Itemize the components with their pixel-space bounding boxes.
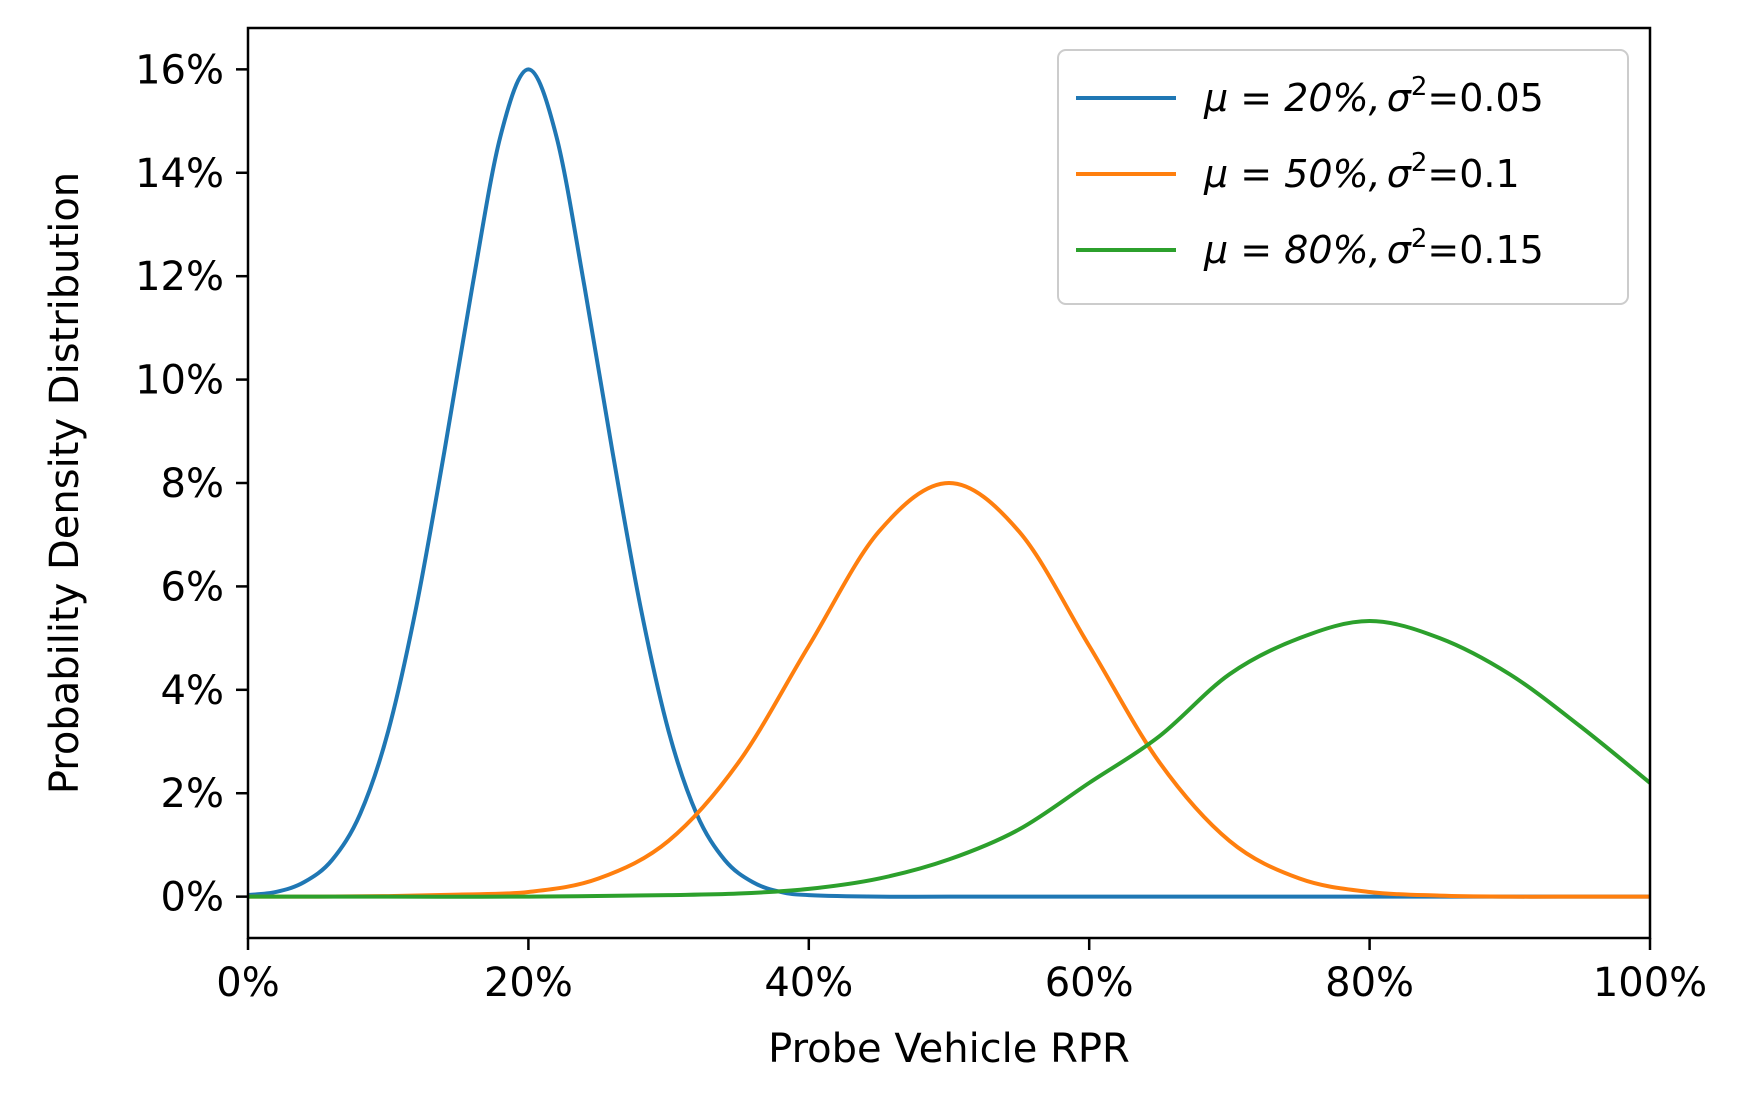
legend-entry: μ = 80%, σ2=0.15: [1203, 224, 1544, 272]
plot-area: [248, 67, 1650, 899]
x-tick-label: 80%: [1325, 960, 1414, 1006]
series-line-1: [248, 67, 1650, 899]
y-tick-label: 10%: [135, 358, 224, 404]
x-tick-label: 40%: [764, 960, 853, 1006]
y-tick-label: 0%: [161, 875, 224, 921]
y-axis: 0% 2% 4% 6% 8% 10% 12% 14% 16%: [135, 47, 248, 921]
y-tick-label: 2%: [161, 771, 224, 817]
x-tick-label: 20%: [484, 960, 573, 1006]
legend-entry: μ = 50%, σ2=0.1: [1203, 148, 1520, 196]
legend-entry: μ = 20%, σ2=0.05: [1203, 72, 1544, 120]
legend: μ = 20%, σ2=0.05 μ = 50%, σ2=0.1 μ = 80%, σ2=…: [1057, 49, 1629, 305]
y-tick-label: 16%: [135, 47, 224, 93]
series-line-3: [248, 619, 1650, 899]
y-tick-label: 8%: [161, 461, 224, 507]
y-tick-label: 12%: [135, 254, 224, 300]
x-axis-label: Probe Vehicle RPR: [768, 1026, 1130, 1072]
x-tick-label: 100%: [1593, 960, 1707, 1006]
series-line-2: [248, 481, 1650, 899]
x-tick-label: 0%: [216, 960, 279, 1006]
y-tick-label: 4%: [161, 668, 224, 714]
y-tick-label: 6%: [161, 564, 224, 610]
y-tick-label: 14%: [135, 151, 224, 197]
x-tick-label: 60%: [1045, 960, 1134, 1006]
y-axis-label: Probability Density Distribution: [42, 172, 88, 794]
legend-box: [1057, 49, 1629, 305]
x-axis: 0% 20% 40% 60% 80% 100%: [216, 938, 1707, 1006]
